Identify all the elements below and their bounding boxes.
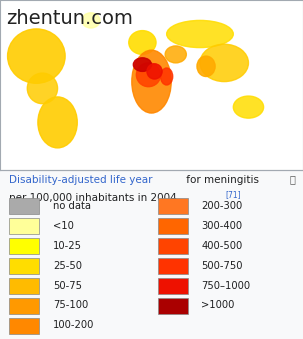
Text: Disability-adjusted life year: Disability-adjusted life year (9, 175, 153, 185)
Ellipse shape (8, 29, 65, 83)
Text: per 100,000 inhabitants in 2004.: per 100,000 inhabitants in 2004. (9, 193, 180, 203)
Ellipse shape (197, 56, 215, 77)
Ellipse shape (136, 63, 161, 87)
Text: 500-750: 500-750 (201, 261, 243, 271)
Text: 50-75: 50-75 (53, 281, 82, 291)
Text: 200-300: 200-300 (201, 201, 243, 211)
FancyBboxPatch shape (9, 298, 39, 314)
Text: 400-500: 400-500 (201, 241, 243, 251)
FancyBboxPatch shape (158, 258, 188, 274)
Ellipse shape (200, 44, 248, 82)
FancyBboxPatch shape (158, 238, 188, 254)
Ellipse shape (167, 20, 233, 47)
Ellipse shape (82, 13, 100, 28)
Ellipse shape (132, 50, 171, 113)
FancyBboxPatch shape (9, 218, 39, 234)
Text: 750–1000: 750–1000 (201, 281, 251, 291)
FancyBboxPatch shape (9, 198, 39, 214)
Text: ⧄: ⧄ (289, 174, 295, 184)
Ellipse shape (133, 58, 152, 72)
FancyBboxPatch shape (9, 278, 39, 294)
Text: 25-50: 25-50 (53, 261, 82, 271)
Ellipse shape (129, 31, 156, 54)
Text: 75-100: 75-100 (53, 300, 88, 311)
Text: 100-200: 100-200 (53, 320, 95, 331)
Text: for meningitis: for meningitis (183, 175, 259, 185)
Text: 300-400: 300-400 (201, 221, 243, 231)
FancyBboxPatch shape (158, 218, 188, 234)
Text: zhentun.com: zhentun.com (6, 8, 133, 27)
Text: no data: no data (53, 201, 91, 211)
Ellipse shape (233, 96, 264, 118)
Ellipse shape (147, 64, 162, 79)
FancyBboxPatch shape (9, 318, 39, 334)
FancyBboxPatch shape (158, 198, 188, 214)
Text: 10-25: 10-25 (53, 241, 82, 251)
FancyBboxPatch shape (158, 278, 188, 294)
Text: [71]: [71] (226, 191, 241, 200)
Ellipse shape (27, 73, 58, 104)
FancyBboxPatch shape (9, 258, 39, 274)
Text: >1000: >1000 (201, 300, 235, 311)
Text: <10: <10 (53, 221, 74, 231)
Ellipse shape (161, 68, 173, 85)
Ellipse shape (38, 97, 77, 148)
FancyBboxPatch shape (158, 298, 188, 314)
FancyBboxPatch shape (9, 238, 39, 254)
Ellipse shape (165, 46, 186, 63)
